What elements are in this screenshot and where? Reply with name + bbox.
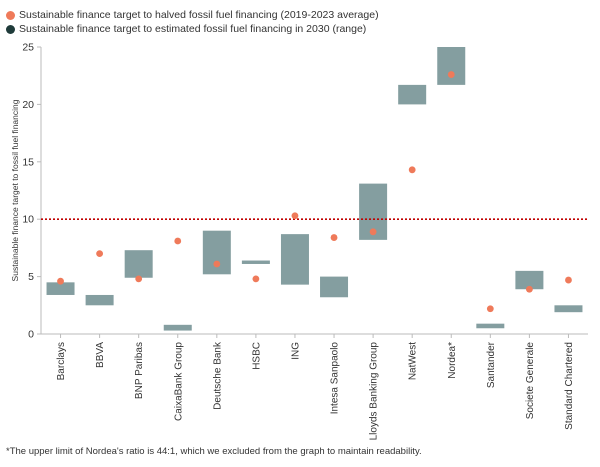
y-axis-title: Sustainable finance target to fossil fue…	[10, 99, 20, 281]
y-tick-label: 5	[28, 271, 34, 283]
legend-label-halved: Sustainable finance target to halved fos…	[19, 9, 379, 21]
range-bar	[202, 230, 231, 275]
x-tick-label: Lloyds Banking Group	[369, 342, 380, 440]
legend-dot-halved-icon	[6, 10, 15, 20]
halved-dot	[330, 234, 338, 241]
halved-dot	[174, 237, 182, 245]
y-tick-label: 15	[22, 156, 34, 168]
range-bar	[241, 260, 270, 264]
halved-dot	[408, 166, 416, 174]
x-tick-label: BNP Paribas	[134, 342, 145, 399]
halved-dot	[525, 285, 533, 293]
halved-dot	[96, 250, 104, 258]
x-tick-label: Barclays	[56, 342, 67, 380]
x-tick-label: Standard Chartered	[564, 342, 575, 430]
range-bar	[437, 47, 466, 85]
y-tick-label: 25	[22, 42, 34, 54]
x-tick-label: HSBC	[251, 342, 262, 370]
legend-label-range: Sustainable finance target to estimated …	[19, 23, 367, 35]
y-tick-label: 10	[22, 214, 34, 226]
x-tick-label: ING	[290, 342, 301, 360]
legend-item-halved: Sustainable finance target to halved fos…	[6, 8, 379, 22]
range-bar	[398, 84, 427, 105]
range-bar	[124, 250, 153, 278]
legend-item-range: Sustainable finance target to estimated …	[6, 22, 379, 36]
legend-dot-range-icon	[6, 24, 15, 34]
halved-dot	[135, 275, 143, 283]
x-tick-label: Intesa Sanpaolo	[330, 342, 341, 415]
x-tick-label: NatWest	[408, 342, 419, 380]
chart: 0 5 10 15 20 25 Sustainable finance target to …	[10, 42, 588, 440]
range-bar	[85, 294, 114, 306]
x-tick-label: CaixaBank Group	[173, 342, 184, 421]
x-tick-label: Nordea*	[447, 342, 458, 379]
y-tick-label: 0	[28, 329, 34, 341]
halved-dot	[369, 228, 377, 236]
range-bar	[280, 234, 309, 285]
x-tick-label: Deutsche Bank	[212, 341, 223, 410]
range-bar	[476, 323, 505, 329]
range-bar	[320, 276, 349, 298]
halved-dot	[57, 277, 64, 285]
range-bar	[515, 270, 544, 290]
legend: Sustainable finance target to halved fos…	[6, 8, 379, 36]
footnote: *The upper limit of Nordea's ratio is 44…	[6, 446, 422, 457]
range-bar	[46, 282, 75, 295]
y-tick-label: 20	[22, 99, 34, 111]
x-tick-label: BBVA	[95, 342, 106, 368]
halved-dot	[486, 305, 494, 313]
halved-dot	[291, 212, 299, 220]
x-tick-label: Societe Generale	[525, 342, 536, 420]
halved-dot	[213, 260, 221, 268]
halved-dot	[565, 276, 572, 284]
halved-dot	[447, 71, 455, 78]
halved-dot	[252, 275, 260, 283]
range-bar	[163, 324, 192, 331]
x-tick-label: Santander	[486, 341, 497, 388]
range-bar	[554, 305, 583, 313]
